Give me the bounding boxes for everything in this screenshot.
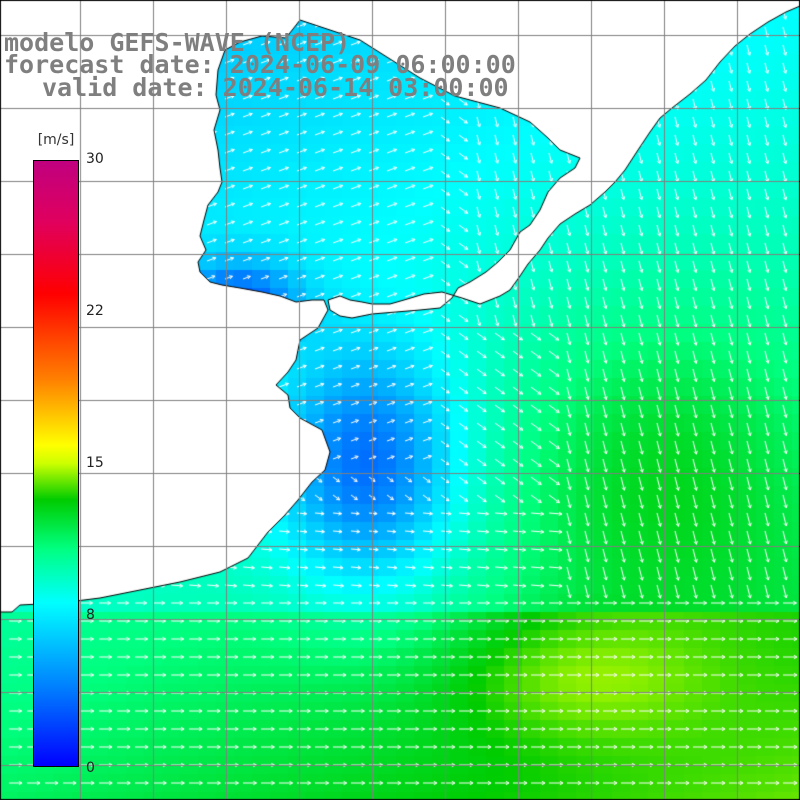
colorbar-tick-8: 8 [86, 607, 95, 623]
title-valid-date: valid date: 2024-06-14 03:00:00 [42, 73, 509, 102]
colorbar [33, 160, 79, 767]
title-forecast-date: forecast date: 2024-06-09 06:00:00 [4, 50, 516, 79]
colorbar-tick-0: 0 [86, 760, 95, 776]
colorbar-tick-22: 22 [86, 303, 104, 319]
title-model: modelo GEFS-WAVE (NCEP) [4, 28, 351, 57]
colorbar-unit-label: [m/s] [37, 132, 75, 148]
colorbar-tick-30: 30 [86, 151, 104, 167]
colorbar-tick-15: 15 [86, 455, 104, 471]
